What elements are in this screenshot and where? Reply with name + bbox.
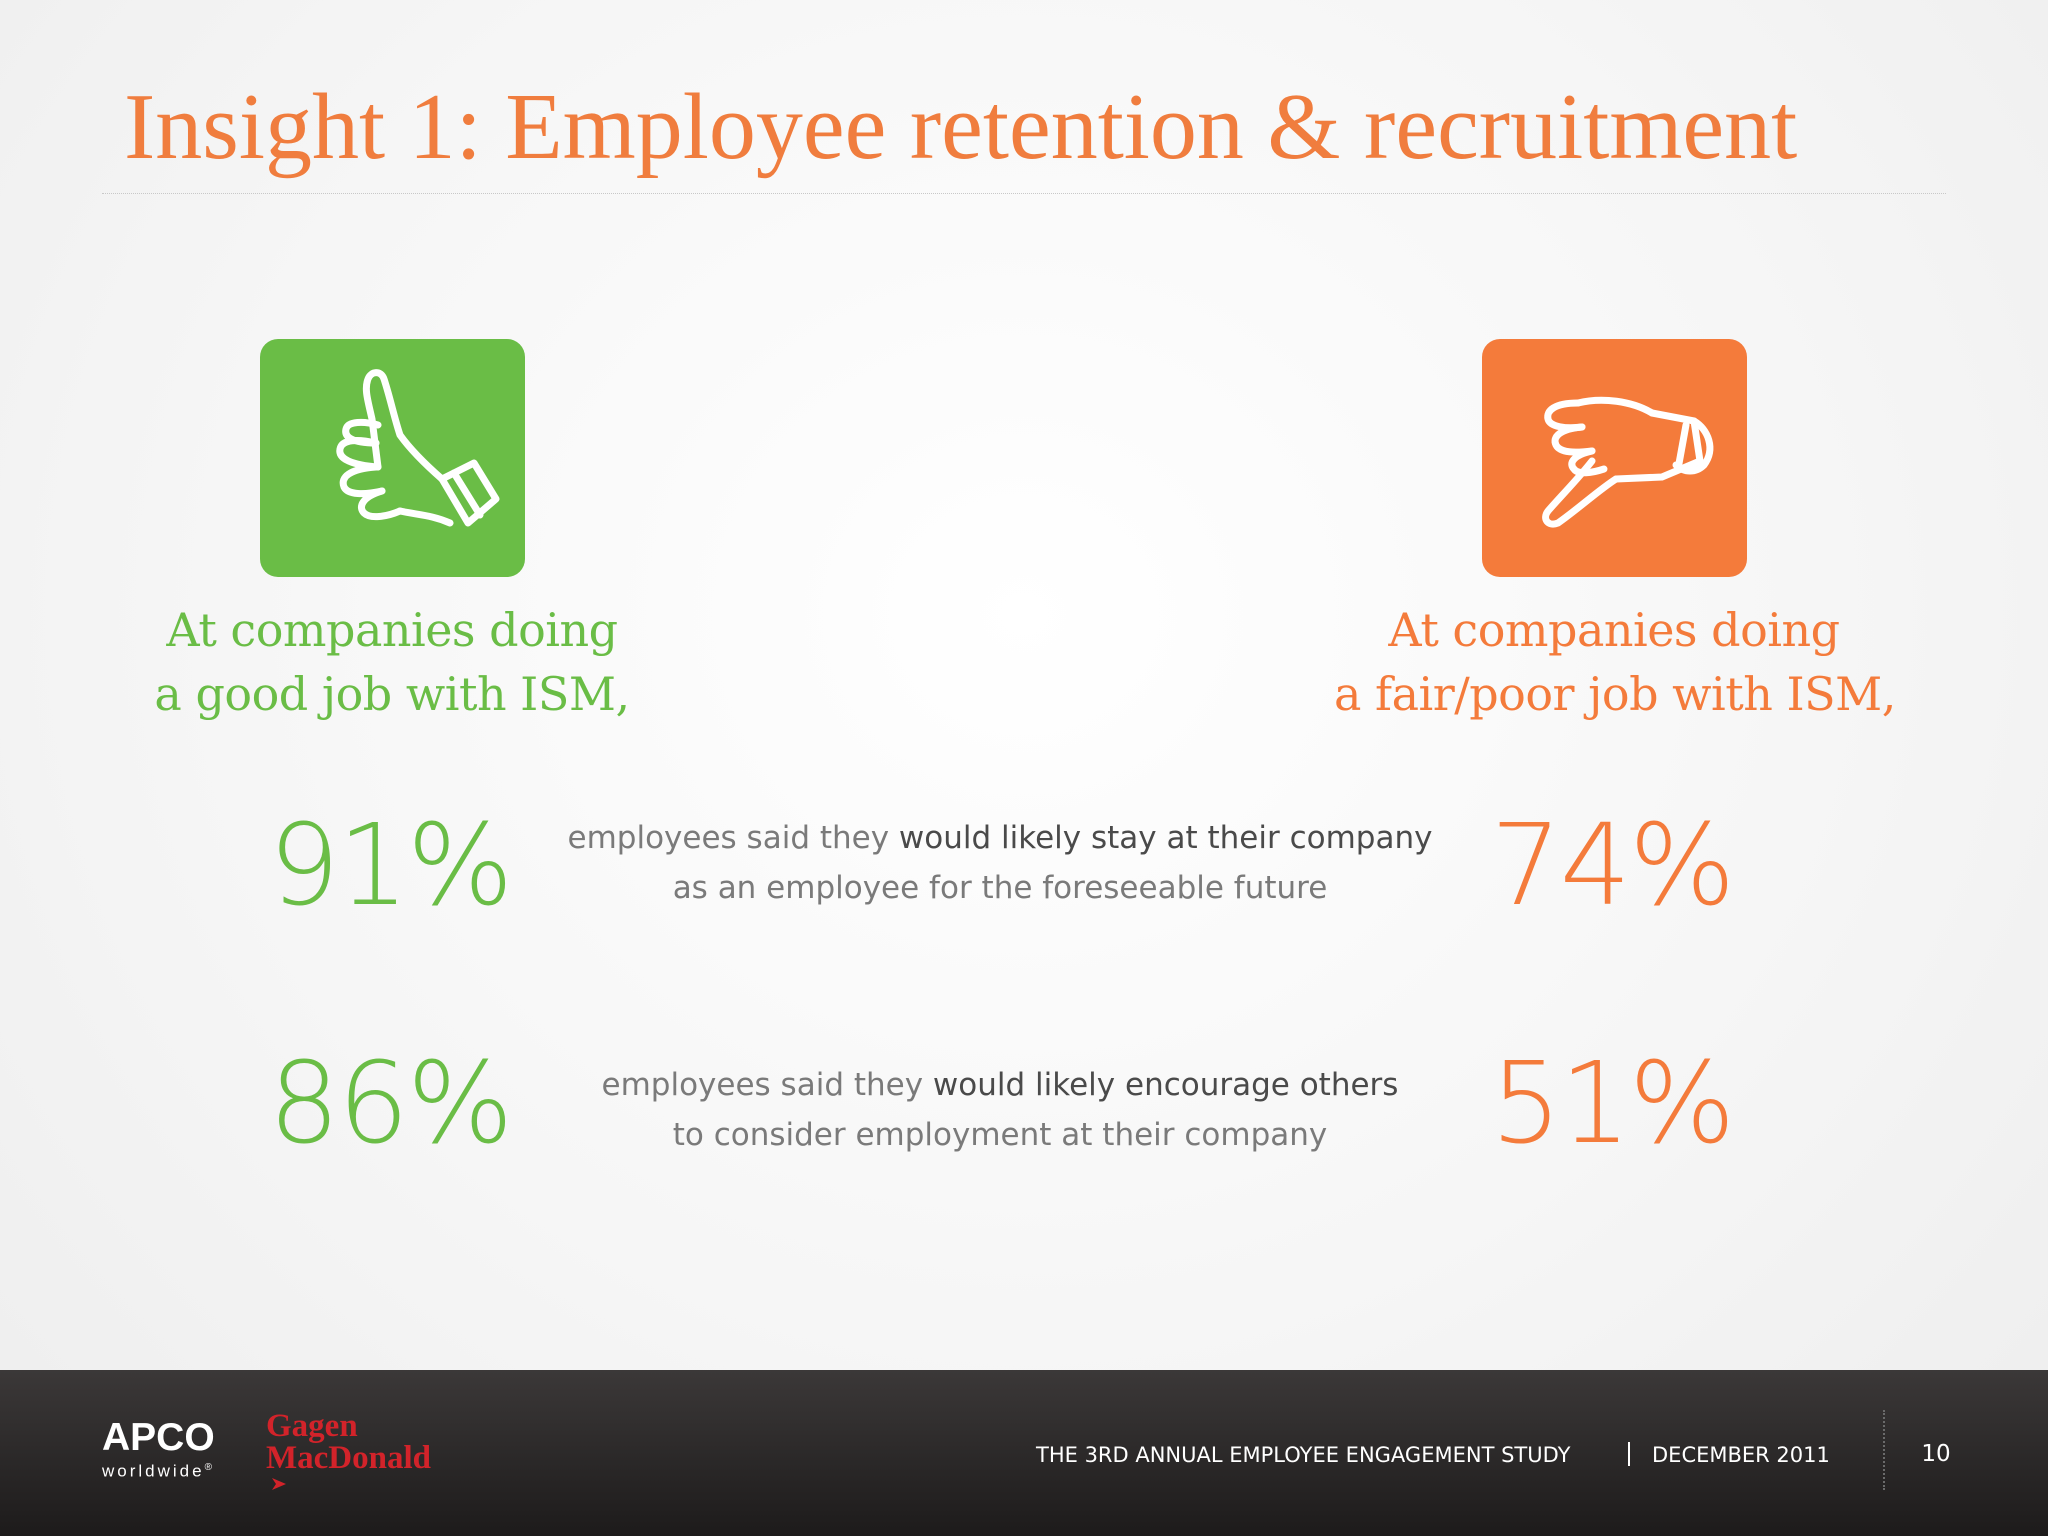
fair-poor-job-label-line2: a fair/poor job with ISM,	[1334, 667, 1896, 721]
thumbs-down-icon	[1542, 396, 1714, 528]
gm-logo-line1: Gagen	[266, 1408, 358, 1444]
recruitment-description-bold: would likely encourage others	[932, 1067, 1399, 1103]
recruitment-description-plain: employees said they	[601, 1067, 933, 1103]
title-divider	[102, 193, 1946, 194]
good-job-label-line2: a good job with ISM,	[154, 667, 630, 721]
retention-description-line2: as an employee for the foreseeable futur…	[672, 870, 1328, 906]
recruitment-poor-percentage: 51%	[1490, 1039, 1736, 1169]
recruitment-description: employees said they would likely encoura…	[560, 1060, 1440, 1160]
apco-logo-name: APCO	[102, 1416, 215, 1459]
retention-poor-percentage: 74%	[1490, 801, 1736, 931]
thumbs-up-tile	[260, 339, 525, 577]
retention-description-bold: would likely stay at their company	[898, 820, 1433, 856]
gm-arrow-mark-icon	[272, 1478, 286, 1490]
study-name: THE 3RD ANNUAL EMPLOYEE ENGAGEMENT STUDY	[1036, 1443, 1571, 1467]
recruitment-good-percentage: 86%	[268, 1039, 514, 1169]
retention-good-percentage: 91%	[268, 801, 514, 931]
recruitment-description-line2: to consider employment at their company	[672, 1117, 1328, 1153]
apco-logo-subtitle: worldwide	[102, 1461, 205, 1481]
apco-logo-registered: ®	[204, 1462, 212, 1473]
retention-description: employees said they would likely stay at…	[560, 813, 1440, 913]
footer-bar: APCO worldwide® Gagen MacDonald THE 3RD …	[0, 1370, 2048, 1536]
footer-separator	[1628, 1442, 1630, 1466]
fair-poor-job-label: At companies doing a fair/poor job with …	[1334, 598, 1896, 726]
slide-title: Insight 1: Employee retention & recruitm…	[124, 75, 1798, 179]
good-job-label-line1: At companies doing	[166, 603, 618, 657]
gagen-macdonald-logo: Gagen MacDonald	[266, 1408, 431, 1476]
retention-description-plain: employees said they	[567, 820, 899, 856]
fair-poor-job-label-line1: At companies doing	[1388, 603, 1840, 657]
gm-logo-line2: MacDonald	[266, 1440, 431, 1476]
good-job-label: At companies doing a good job with ISM,	[112, 598, 672, 726]
apco-worldwide-logo: APCO worldwide®	[102, 1418, 215, 1482]
footer-page-divider	[1883, 1410, 1885, 1490]
page-number: 10	[1921, 1441, 1951, 1467]
study-date: DECEMBER 2011	[1652, 1443, 1830, 1467]
thumbs-down-tile	[1482, 339, 1747, 577]
thumbs-up-icon	[336, 369, 500, 527]
